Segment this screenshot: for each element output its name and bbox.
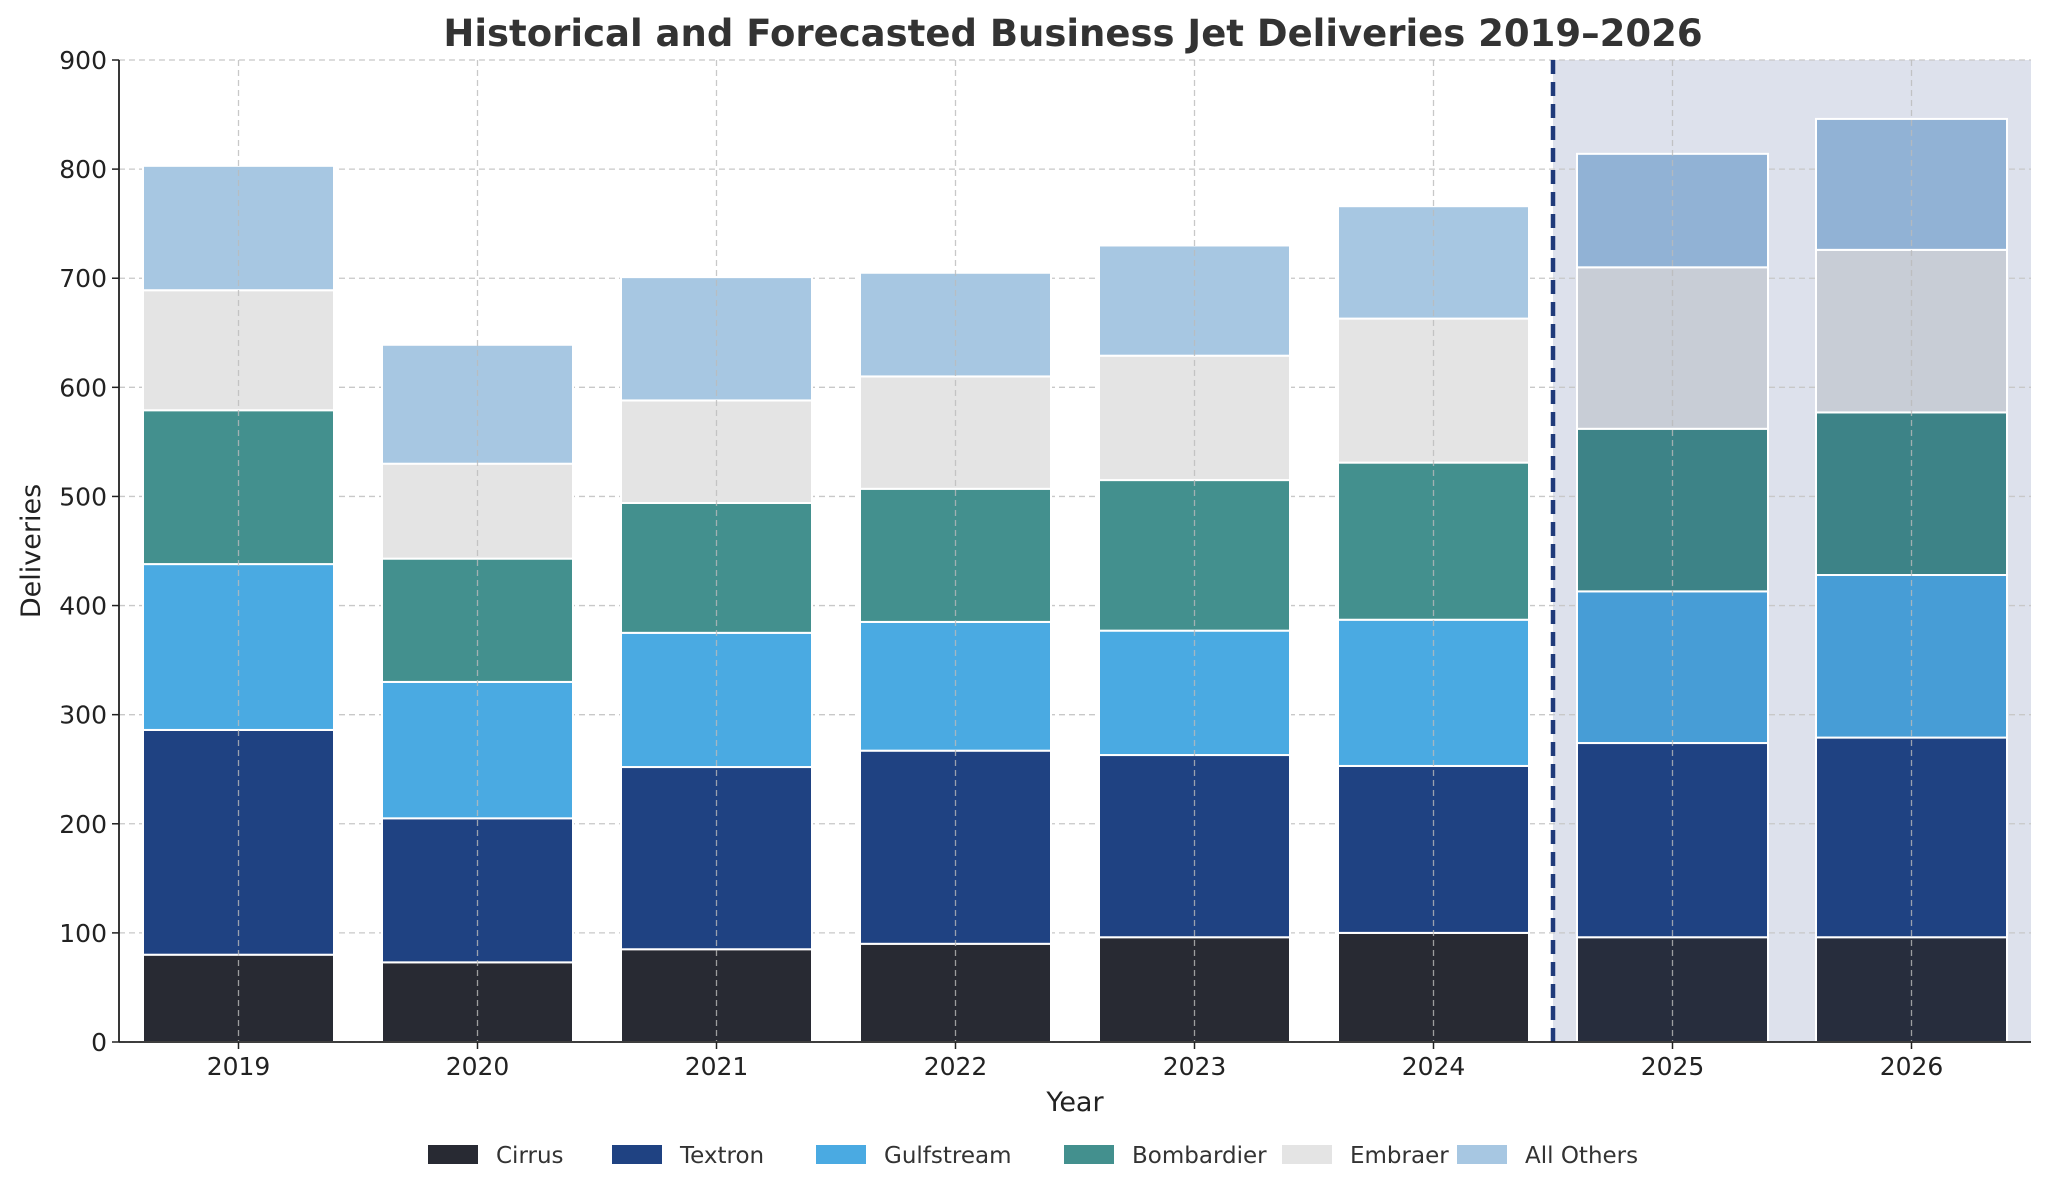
x-axis-label: Year <box>1045 1087 1104 1118</box>
chart-title: Historical and Forecasted Business Jet D… <box>443 12 1702 55</box>
x-tick-label: 2026 <box>1880 1052 1944 1081</box>
y-tick-label: 0 <box>91 1028 107 1057</box>
bar-all-others-2021 <box>620 276 813 402</box>
y-tick-label: 200 <box>59 810 107 839</box>
x-tick-label: 2022 <box>924 1052 988 1081</box>
legend-label-bombardier: Bombardier <box>1132 1143 1267 1169</box>
x-tick-label: 2025 <box>1641 1052 1705 1081</box>
legend-label-all-others: All Others <box>1525 1143 1638 1169</box>
legend-label-embraer: Embraer <box>1350 1143 1449 1169</box>
legend-label-textron: Textron <box>679 1143 764 1169</box>
legend-swatch-gulfstream <box>816 1145 866 1164</box>
legend-swatch-textron <box>612 1145 662 1164</box>
bar-all-others-2019 <box>142 164 335 292</box>
x-tick-label: 2023 <box>1163 1052 1227 1081</box>
y-tick-label: 400 <box>59 592 107 621</box>
y-tick-label: 300 <box>59 701 107 730</box>
legend-swatch-embraer <box>1282 1145 1332 1164</box>
y-tick-label: 700 <box>59 264 107 293</box>
y-tick-label: 100 <box>59 919 107 948</box>
x-tick-label: 2020 <box>446 1052 510 1081</box>
x-tick-label: 2021 <box>685 1052 749 1081</box>
y-tick-label: 500 <box>59 482 107 511</box>
bar-textron-2021 <box>620 766 813 951</box>
x-tick-label: 2019 <box>207 1052 271 1081</box>
bar-cirrus-2019 <box>142 953 335 1044</box>
legend-swatch-all-others <box>1457 1145 1507 1164</box>
legend-swatch-bombardier <box>1064 1145 1114 1164</box>
legend-label-gulfstream: Gulfstream <box>884 1143 1012 1169</box>
bar-embraer-2023 <box>1098 354 1291 482</box>
y-tick-label: 600 <box>59 373 107 402</box>
bar-textron-2026 <box>1815 736 2008 939</box>
y-tick-label: 800 <box>59 155 107 184</box>
y-axis-label: Deliveries <box>16 484 47 618</box>
x-tick-label: 2024 <box>1402 1052 1466 1081</box>
y-tick-label: 900 <box>59 46 107 75</box>
legend-swatch-cirrus <box>428 1145 478 1164</box>
legend-label-cirrus: Cirrus <box>496 1143 564 1169</box>
